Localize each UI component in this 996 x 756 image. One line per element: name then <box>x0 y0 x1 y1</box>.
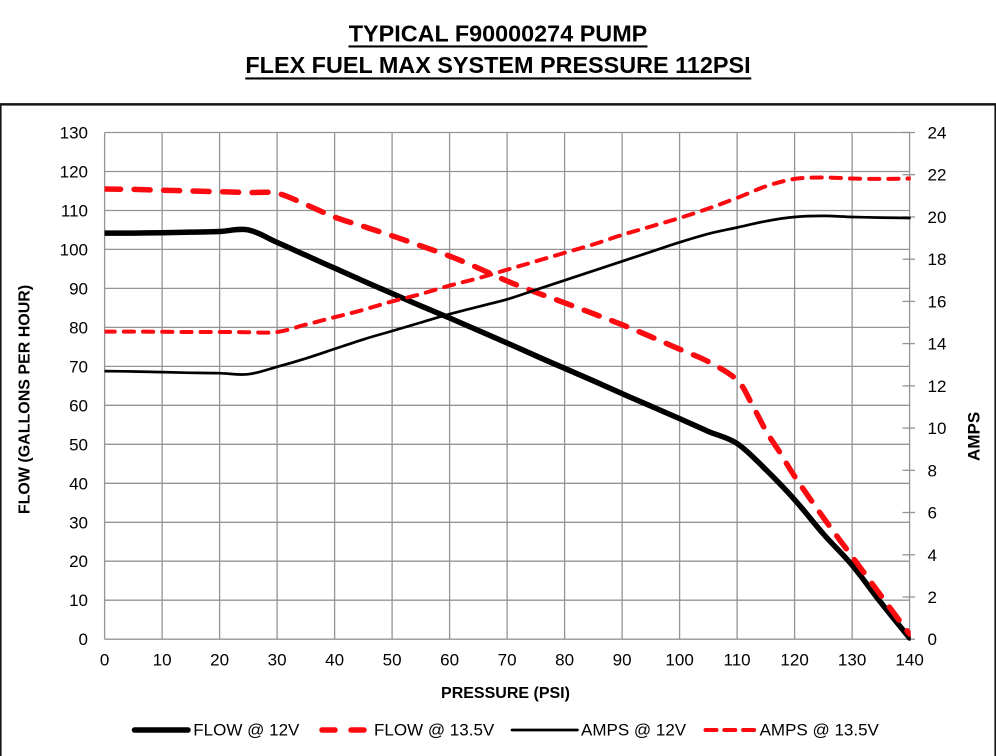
svg-text:6: 6 <box>928 504 937 523</box>
svg-text:20: 20 <box>928 208 947 227</box>
svg-text:FLOW @ 13.5V: FLOW @ 13.5V <box>374 721 495 740</box>
svg-text:FLOW @ 12V: FLOW @ 12V <box>193 721 300 740</box>
svg-text:20: 20 <box>210 651 229 670</box>
svg-text:20: 20 <box>69 552 88 571</box>
svg-text:70: 70 <box>498 651 517 670</box>
svg-text:70: 70 <box>69 357 88 376</box>
svg-text:60: 60 <box>69 396 88 415</box>
svg-text:90: 90 <box>613 651 632 670</box>
svg-text:60: 60 <box>440 651 459 670</box>
svg-text:PRESSURE (PSI): PRESSURE (PSI) <box>441 685 570 702</box>
svg-text:110: 110 <box>724 651 751 670</box>
svg-text:50: 50 <box>69 435 88 454</box>
svg-text:80: 80 <box>69 318 88 337</box>
svg-text:50: 50 <box>383 651 402 670</box>
svg-text:FLEX FUEL MAX SYSTEM PRESSURE: FLEX FUEL MAX SYSTEM PRESSURE 112PSI <box>245 52 750 78</box>
svg-text:0: 0 <box>100 651 109 670</box>
svg-text:22: 22 <box>928 166 947 185</box>
svg-text:0: 0 <box>79 630 88 649</box>
svg-text:40: 40 <box>69 474 88 493</box>
svg-text:FLOW (GALLONS PER HOUR): FLOW (GALLONS PER HOUR) <box>17 285 34 514</box>
svg-text:140: 140 <box>895 651 923 670</box>
svg-text:TYPICAL F90000274 PUMP: TYPICAL F90000274 PUMP <box>349 20 648 46</box>
svg-text:100: 100 <box>665 651 693 670</box>
svg-text:16: 16 <box>928 292 947 311</box>
svg-text:40: 40 <box>325 651 344 670</box>
svg-text:80: 80 <box>555 651 574 670</box>
svg-text:4: 4 <box>928 546 937 565</box>
svg-text:14: 14 <box>928 335 947 354</box>
svg-text:24: 24 <box>928 124 947 143</box>
svg-text:100: 100 <box>60 240 88 259</box>
svg-text:12: 12 <box>928 377 947 396</box>
svg-text:AMPS @ 12V: AMPS @ 12V <box>581 721 687 740</box>
svg-text:90: 90 <box>69 279 88 298</box>
svg-text:0: 0 <box>928 630 937 649</box>
svg-text:110: 110 <box>61 202 88 221</box>
svg-text:130: 130 <box>838 651 866 670</box>
svg-text:8: 8 <box>928 461 937 480</box>
svg-text:18: 18 <box>928 250 947 269</box>
svg-text:120: 120 <box>780 651 808 670</box>
svg-text:AMPS @ 13.5V: AMPS @ 13.5V <box>760 721 880 740</box>
svg-text:2: 2 <box>928 588 937 607</box>
svg-text:10: 10 <box>69 591 88 610</box>
svg-text:AMPS: AMPS <box>965 412 984 461</box>
svg-text:10: 10 <box>153 651 172 670</box>
svg-text:30: 30 <box>268 651 287 670</box>
svg-text:130: 130 <box>60 124 88 143</box>
svg-text:10: 10 <box>928 419 947 438</box>
svg-text:30: 30 <box>69 513 88 532</box>
svg-text:120: 120 <box>60 163 88 182</box>
